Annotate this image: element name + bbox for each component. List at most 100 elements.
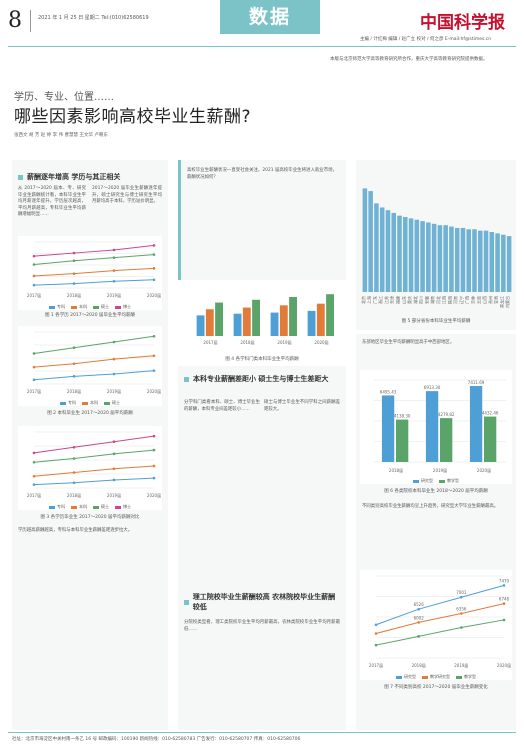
masthead-subline: 主编 / 计红梅 编辑 / 赵广立 校对 / 何之彦 E-mail:hf@sti… (360, 37, 492, 42)
data-point (112, 467, 116, 471)
x-tick-label: 福建 (395, 296, 401, 304)
bar (469, 386, 483, 462)
mid-top-text: 高校毕业生薪酬状况一直受社会关注，2021 届高校毕业生将进入就业市场，薪酬状况… (187, 168, 337, 180)
legend-item: 博士 (115, 504, 131, 510)
data-point (152, 369, 156, 372)
x-tick-label: 2019届 (107, 493, 121, 498)
x-tick-label: 天津 (389, 296, 395, 304)
data-label: 7470 (499, 578, 510, 583)
series-line (375, 619, 505, 646)
bar (397, 215, 402, 292)
series-line (33, 465, 155, 477)
data-point (72, 457, 76, 460)
legend-item: 硕士 (93, 504, 109, 510)
data-label: 6526 (414, 602, 425, 607)
data-label: 6356 (456, 606, 467, 611)
series-line (33, 244, 155, 257)
data-point (152, 434, 156, 438)
bar (440, 418, 453, 462)
series-line (375, 603, 505, 634)
date-line: 2021 年 1 月 25 日 星期二 Tel:(010)62580619 (38, 15, 149, 21)
series-line (33, 355, 155, 368)
bar (437, 225, 443, 292)
data-point (502, 584, 506, 587)
data-point (32, 474, 36, 478)
bar (426, 222, 431, 292)
data-point (32, 263, 36, 266)
bar (460, 227, 466, 292)
header-divider (30, 10, 31, 32)
bar (374, 203, 379, 292)
masthead-logo: 中国科学报 (420, 13, 505, 33)
data-point (72, 282, 76, 285)
bar (449, 226, 454, 292)
bar (408, 218, 414, 292)
data-point (152, 244, 156, 247)
data-point (417, 635, 420, 638)
chart-1: 2017届 2018届 2019届 2020届 专科 本科 硕士 博士 (18, 236, 162, 310)
data-point (112, 269, 116, 272)
bar (381, 395, 395, 462)
bar (396, 419, 409, 462)
data-point (152, 476, 156, 480)
bar (196, 315, 205, 336)
x-tick-label: 2017届 (27, 389, 41, 394)
article-kicker: 学历、专业、位置…… (14, 92, 114, 103)
chart-3-svg: 2017届 2018届 2019届 2020届 (27, 431, 161, 498)
data-point (32, 483, 36, 486)
x-tick-label: 江西 (441, 296, 447, 304)
top-rule (8, 46, 516, 47)
x-tick-label: 重庆 (406, 296, 412, 304)
bar (472, 229, 477, 292)
x-tick-label: 2017届 (27, 293, 41, 298)
x-tick-label: 2019届 (454, 663, 468, 668)
mid-text-c: 分院校类型看，理工类院校毕业生平均月薪最高，农林类院校毕业生平均月薪最低…… (184, 620, 340, 632)
data-point (112, 248, 116, 252)
mid-section-heading-2: 理工院校毕业生薪酬较高 农林院校毕业生薪酬较低 (184, 592, 340, 612)
chart-2-legend: 专科 本科 硕士 (18, 400, 162, 406)
x-tick-label: 2020届 (147, 493, 161, 498)
mid-text-a: 分学科门类看本科、硕士、博士毕业生的薪酬，本科专业间差距较小…… (184, 400, 260, 412)
bar (484, 416, 497, 462)
series-line (33, 477, 155, 486)
data-point (32, 352, 36, 355)
chart-2-caption: 图 2 本科毕业生 2017～2020 届平均薪酬 (47, 411, 133, 416)
x-tick-label: 2020届 (477, 468, 491, 473)
data-point (72, 346, 76, 350)
chart-4: 2017届 2018届 2019届 2020届 (178, 284, 346, 354)
bar (368, 191, 373, 292)
right-top-panel: 北京 上海 广东 浙江 江苏 天津 福建 山东 重庆 湖北 四川 安徽 湖南 河北 江西 陕西 河南 辽宁 广西 吉林… (356, 160, 516, 330)
bar (489, 232, 495, 292)
x-tick-label: 黑龙江 (498, 296, 504, 308)
data-point (460, 626, 463, 629)
data-point (152, 278, 156, 282)
data-point (72, 471, 76, 474)
legend-item: 硕士 (104, 400, 120, 406)
bar (501, 234, 506, 292)
bar (307, 310, 316, 336)
left-text-c: 学历越高薪酬越高，专科与本科毕业生薪酬差距逐步拉大。 (18, 528, 133, 533)
x-tick-label: 陕西 (446, 296, 452, 304)
mid-panel: 本科专业薪酬差距小 硕士生与博士生差距大 分学科门类看本科、硕士、博士毕业生的薪… (178, 366, 346, 730)
right-text-a: 东部地区毕业生平均薪酬明显高于中西部地区。 (362, 340, 455, 345)
chart-7-svg: 2017届 2018届 2019届 2020届 6526 7001 7470 6002 6356… (369, 575, 511, 668)
article-byline: 张西文 胡 芳 赵 婷 李 伟 曹慧慧 王文华 卢朝东 (14, 133, 108, 138)
data-point (152, 448, 156, 452)
chart-3: 2017届 2018届 2019届 2020届 专科 本科 硕士 博士 (18, 426, 162, 510)
data-point (72, 251, 76, 255)
section-bullet-icon (18, 174, 23, 180)
data-point (112, 279, 116, 283)
x-tick-label: 2017届 (203, 340, 217, 345)
x-tick-label: 湖北 (412, 296, 418, 304)
data-label: 4138.30 (394, 414, 411, 419)
footer-rule (8, 732, 516, 733)
x-tick-label: 2020届 (497, 663, 511, 668)
bar (454, 227, 460, 292)
legend-item: 教学研究型 (422, 674, 450, 680)
legend-item: 硕士 (93, 304, 109, 310)
x-tick-label: 2020届 (147, 389, 161, 394)
data-point (417, 607, 420, 611)
x-tick-label: 山西 (481, 296, 487, 304)
bar (391, 212, 397, 292)
x-tick-label: 浙江 (377, 296, 383, 304)
